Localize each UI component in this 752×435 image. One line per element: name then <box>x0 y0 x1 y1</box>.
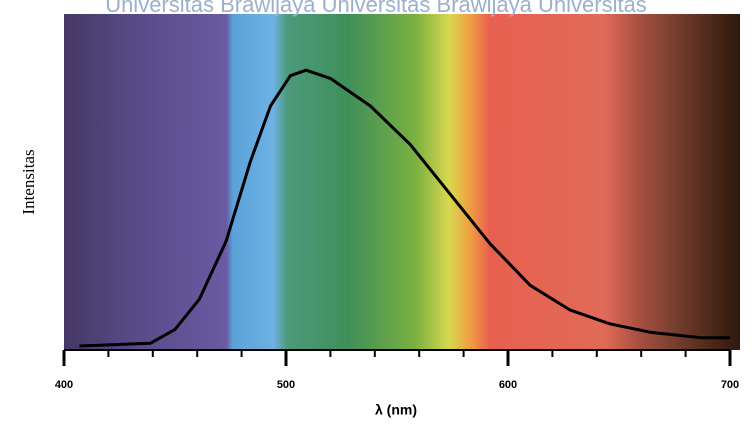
y-axis-label: Intensitas <box>19 149 38 214</box>
watermark: Universitas Brawijaya Universitas Brawij… <box>105 0 647 17</box>
x-tick-label: 700 <box>721 379 739 391</box>
x-tick-label: 600 <box>499 379 517 391</box>
x-axis-label: λ (nm) <box>375 402 417 418</box>
x-tick-label: 400 <box>55 379 73 391</box>
x-tick-label: 500 <box>277 379 295 391</box>
intensity-curve <box>79 68 730 348</box>
spectrum-background <box>64 14 740 350</box>
